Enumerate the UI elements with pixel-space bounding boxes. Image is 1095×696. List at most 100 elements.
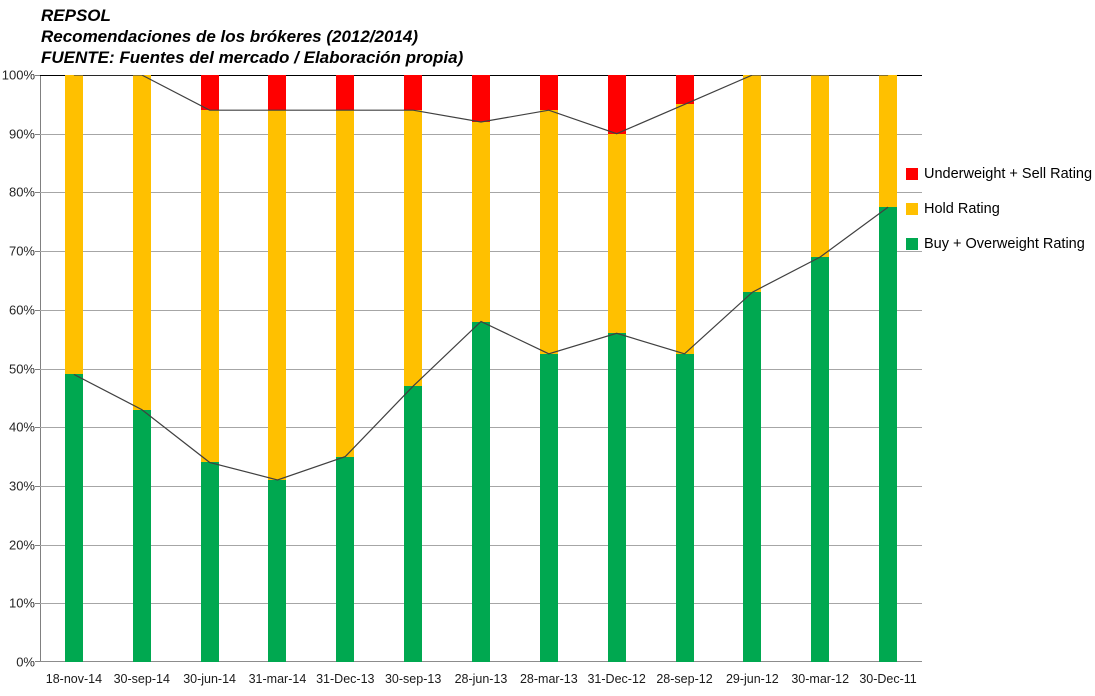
x-axis-label: 31-mar-14 bbox=[248, 672, 307, 686]
y-axis-label: 90% bbox=[8, 126, 35, 142]
chart-title-line3: FUENTE: Fuentes del mercado / Elaboració… bbox=[41, 48, 464, 67]
buy-segment bbox=[675, 353, 694, 662]
x-axis-label: 28-jun-13 bbox=[454, 672, 508, 686]
x-axis-label: 28-mar-13 bbox=[519, 672, 578, 686]
hold-segment bbox=[64, 75, 83, 375]
x-axis-label: 31-Dec-13 bbox=[316, 672, 375, 686]
category-slot bbox=[108, 75, 176, 662]
stacked-bar-30-jun-14 bbox=[200, 75, 219, 662]
x-axis-label: 30-sep-14 bbox=[113, 672, 170, 686]
y-axis-tick bbox=[35, 545, 40, 546]
buy-segment bbox=[268, 480, 287, 662]
legend-item: Underweight + Sell Rating bbox=[906, 166, 1092, 182]
stacked-bar-28-sep-12 bbox=[675, 75, 694, 662]
stacked-bar-28-mar-13 bbox=[539, 75, 558, 662]
hold-segment bbox=[607, 133, 626, 334]
y-axis-label: 40% bbox=[8, 419, 35, 435]
chart-legend: Underweight + Sell Rating Hold Rating Buy … bbox=[906, 166, 1092, 271]
y-axis-tick bbox=[35, 192, 40, 193]
category-slot bbox=[379, 75, 447, 662]
stacked-bar-31-Dec-13 bbox=[336, 75, 355, 662]
category-slot bbox=[40, 75, 108, 662]
y-axis-tick bbox=[35, 75, 40, 76]
category-slot bbox=[718, 75, 786, 662]
category-slot bbox=[244, 75, 312, 662]
x-axis-label: 30-jun-14 bbox=[183, 672, 237, 686]
hold-segment bbox=[336, 110, 355, 457]
category-slot bbox=[311, 75, 379, 662]
hold-top-line bbox=[73, 75, 889, 135]
y-axis-label: 20% bbox=[8, 537, 35, 553]
hold-segment bbox=[879, 75, 898, 208]
sell-segment bbox=[268, 75, 287, 111]
hold-segment bbox=[132, 75, 151, 410]
category-slot bbox=[515, 75, 583, 662]
sell-segment bbox=[200, 75, 219, 111]
category-slot bbox=[786, 75, 854, 662]
sell-segment bbox=[539, 75, 558, 111]
y-axis-tick bbox=[35, 310, 40, 311]
buy-segment bbox=[64, 374, 83, 662]
stacked-bar-29-jun-12 bbox=[743, 75, 762, 662]
legend-label: Hold Rating bbox=[924, 201, 1000, 217]
stacked-bar-31-Dec-12 bbox=[607, 75, 626, 662]
hold-segment bbox=[200, 110, 219, 463]
buy-segment bbox=[743, 292, 762, 662]
buy-segment bbox=[879, 207, 898, 662]
x-axis-label: 30-mar-12 bbox=[791, 672, 850, 686]
legend-item: Hold Rating bbox=[906, 201, 1092, 217]
chart-title-block: REPSOL Recomendaciones de los brókeres (… bbox=[41, 5, 463, 68]
stacked-bar-30-Dec-11 bbox=[879, 75, 898, 662]
category-slot bbox=[176, 75, 244, 662]
buy-segment bbox=[811, 256, 830, 662]
legend-swatch-icon bbox=[906, 203, 918, 215]
category-slot bbox=[854, 75, 922, 662]
hold-segment bbox=[811, 75, 830, 257]
x-axis-label: 28-sep-12 bbox=[656, 672, 713, 686]
hold-segment bbox=[743, 75, 762, 293]
y-axis-tick bbox=[35, 603, 40, 604]
y-axis-label: 10% bbox=[8, 595, 35, 611]
overlay-lines bbox=[73, 75, 889, 481]
buy-top-line bbox=[73, 206, 889, 481]
y-axis-label: 30% bbox=[8, 478, 35, 494]
bars-container bbox=[40, 75, 922, 662]
hold-segment bbox=[539, 110, 558, 354]
category-slot bbox=[447, 75, 515, 662]
x-axis-label: 30-sep-13 bbox=[384, 672, 442, 686]
hold-segment bbox=[404, 110, 423, 387]
y-axis-label: 70% bbox=[8, 243, 35, 259]
y-axis-tick bbox=[35, 251, 40, 252]
buy-segment bbox=[539, 353, 558, 662]
legend-label: Underweight + Sell Rating bbox=[924, 166, 1093, 182]
y-axis-tick bbox=[35, 369, 40, 370]
x-axis-label: 18-nov-14 bbox=[45, 672, 103, 686]
category-slot bbox=[651, 75, 719, 662]
y-axis-tick bbox=[35, 427, 40, 428]
sell-segment bbox=[471, 75, 490, 122]
buy-segment bbox=[607, 333, 626, 662]
stacked-bar-30-sep-13 bbox=[404, 75, 423, 662]
y-axis-tick bbox=[35, 486, 40, 487]
y-axis-label: 0% bbox=[16, 654, 35, 670]
legend-item: Buy + Overweight Rating bbox=[906, 236, 1092, 252]
buy-segment bbox=[132, 409, 151, 662]
x-axis-label: 31-Dec-12 bbox=[587, 672, 646, 686]
buy-segment bbox=[200, 462, 219, 662]
plot-area: 0% 10% 20% 30% 40% 50% 60% 70% 80% 90% 100% bbox=[2, 69, 922, 669]
sell-segment bbox=[404, 75, 423, 111]
x-axis-labels: 18-nov-14 30-sep-14 30-jun-14 31-mar-14 31-D… bbox=[40, 672, 922, 686]
legend-swatch-icon bbox=[906, 168, 918, 180]
sell-segment bbox=[607, 75, 626, 134]
y-axis-label: 60% bbox=[8, 302, 35, 318]
sell-segment bbox=[675, 75, 694, 105]
hold-segment bbox=[471, 121, 490, 322]
hold-segment bbox=[268, 110, 287, 481]
y-axis-line bbox=[40, 75, 41, 662]
chart-title-line1: REPSOL bbox=[41, 6, 111, 25]
legend-swatch-icon bbox=[906, 238, 918, 250]
y-axis-tick bbox=[35, 134, 40, 135]
y-axis-label: 80% bbox=[8, 184, 35, 200]
buy-segment bbox=[471, 321, 490, 662]
